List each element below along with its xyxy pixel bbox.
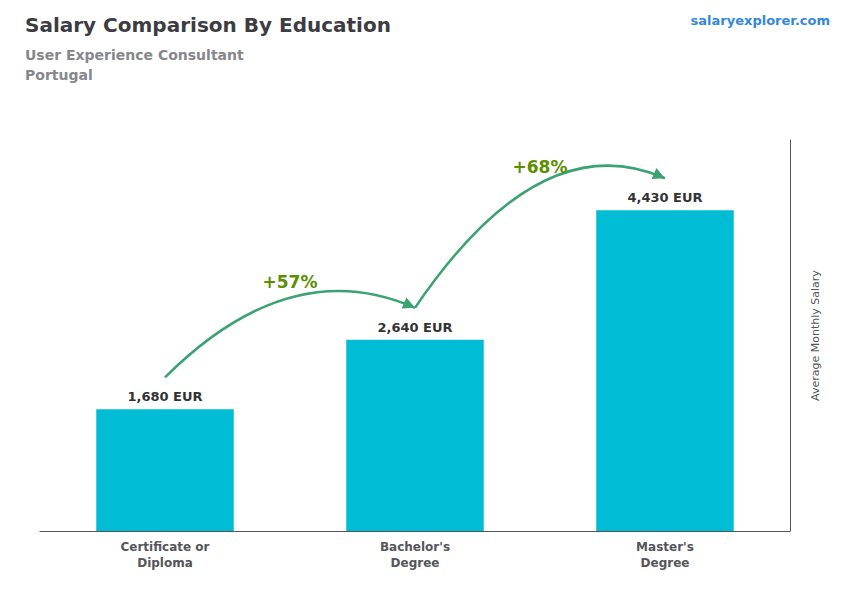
svg-text:Portugal: Portugal	[25, 67, 93, 83]
svg-text:Bachelor's: Bachelor's	[380, 540, 450, 554]
svg-text:4,430 EUR: 4,430 EUR	[627, 190, 702, 205]
svg-text:Diploma: Diploma	[137, 556, 193, 570]
svg-text:Master's: Master's	[636, 540, 694, 554]
svg-text:Average Monthly Salary: Average Monthly Salary	[809, 270, 822, 401]
svg-text:1,680 EUR: 1,680 EUR	[127, 389, 202, 404]
svg-text:salaryexplorer.com: salaryexplorer.com	[691, 13, 830, 28]
svg-text:Degree: Degree	[641, 556, 690, 570]
svg-text:User Experience Consultant: User Experience Consultant	[25, 47, 244, 63]
svg-text:Degree: Degree	[391, 556, 440, 570]
svg-text:+68%: +68%	[513, 157, 568, 177]
svg-text:Certificate or: Certificate or	[120, 540, 209, 554]
svg-text:2,640 EUR: 2,640 EUR	[377, 320, 452, 335]
svg-text:Salary Comparison By Education: Salary Comparison By Education	[25, 13, 391, 37]
svg-text:+57%: +57%	[263, 272, 318, 292]
